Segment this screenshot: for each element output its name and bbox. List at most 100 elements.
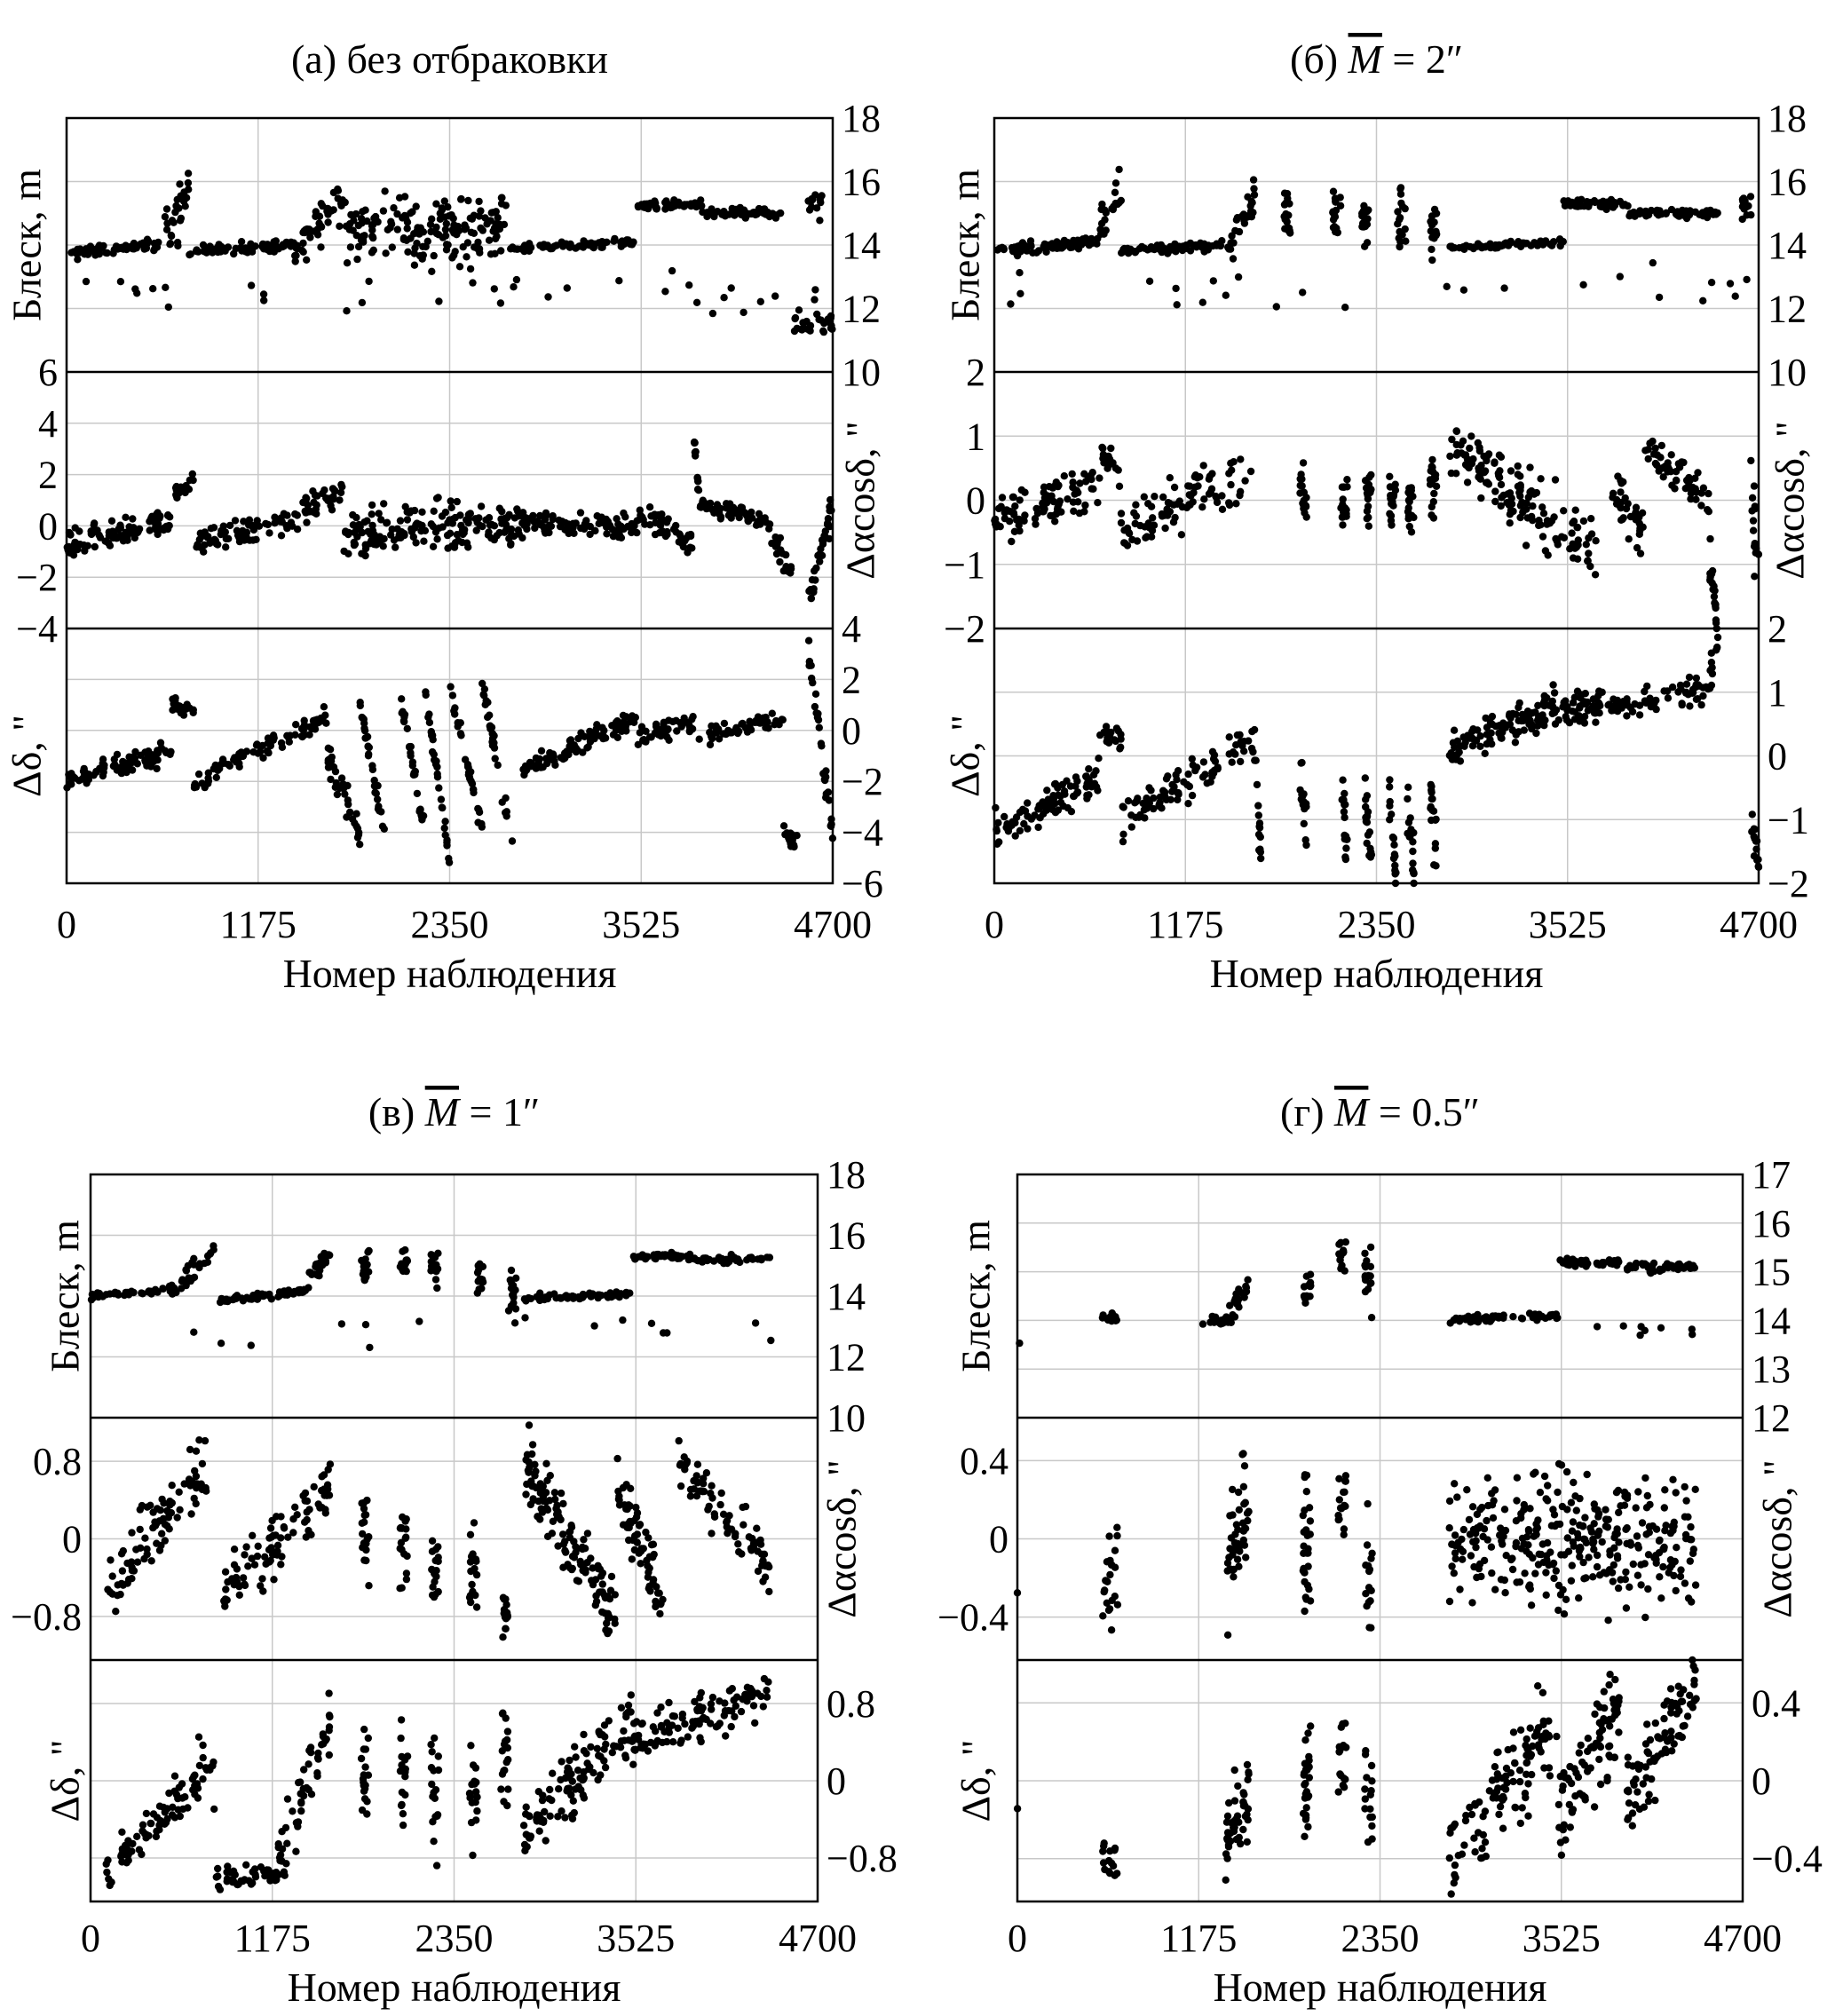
data-point — [428, 1537, 437, 1546]
data-point — [392, 543, 399, 551]
data-point — [440, 824, 448, 833]
data-point — [1657, 441, 1666, 450]
data-point — [1169, 518, 1178, 526]
y-tick-label: 2 — [38, 454, 58, 497]
data-point — [1340, 808, 1349, 816]
data-point — [500, 1595, 509, 1603]
data-point — [1540, 701, 1548, 710]
data-point — [336, 496, 344, 504]
data-point — [292, 721, 300, 729]
data-point — [736, 1258, 744, 1267]
data-point — [486, 217, 494, 225]
data-point — [368, 501, 376, 510]
data-point — [521, 767, 529, 775]
data-point — [198, 1459, 207, 1468]
data-point — [259, 1587, 267, 1595]
data-point — [325, 1712, 334, 1720]
data-point — [1143, 804, 1151, 812]
data-point — [149, 1523, 157, 1532]
data-point — [334, 185, 342, 194]
data-point — [558, 1758, 566, 1766]
data-point — [368, 762, 376, 770]
data-point — [207, 1249, 215, 1257]
data-point — [1177, 531, 1186, 539]
data-point — [146, 1819, 154, 1828]
data-point — [1244, 213, 1252, 221]
data-point — [172, 202, 180, 210]
data-point — [644, 1561, 652, 1570]
data-point — [1054, 503, 1062, 511]
data-point — [190, 1273, 199, 1282]
data-point — [1056, 497, 1064, 505]
data-point — [1668, 683, 1677, 692]
y-tick-label: 4 — [38, 402, 58, 446]
data-point — [1500, 284, 1508, 292]
data-point — [155, 1546, 164, 1554]
data-point — [472, 1557, 480, 1566]
data-point — [143, 240, 151, 248]
data-point — [1592, 705, 1601, 713]
data-point — [568, 1553, 577, 1561]
data-point — [1167, 246, 1175, 254]
data-point — [130, 524, 138, 532]
data-point — [1225, 501, 1234, 510]
data-point — [557, 1489, 566, 1498]
data-point — [1406, 832, 1414, 840]
data-point — [112, 1608, 120, 1616]
data-point — [1401, 204, 1409, 213]
data-point — [1514, 470, 1523, 478]
data-point — [368, 222, 376, 230]
data-point — [284, 240, 292, 248]
data-point — [565, 750, 573, 759]
data-point — [685, 281, 693, 289]
data-point — [497, 1785, 505, 1793]
data-point — [1168, 787, 1176, 795]
data-point — [546, 1812, 554, 1820]
y-tick-label: 10 — [827, 1396, 866, 1440]
data-point — [128, 1575, 136, 1583]
data-point — [1592, 537, 1600, 545]
data-point — [1173, 301, 1181, 309]
data-point — [753, 1524, 761, 1532]
data-point — [1199, 462, 1207, 470]
data-point — [479, 1278, 487, 1286]
data-point — [212, 540, 221, 548]
data-point — [166, 750, 174, 758]
data-point — [270, 1576, 278, 1584]
data-point — [259, 290, 268, 298]
data-point — [127, 1558, 136, 1566]
data-point — [247, 1341, 255, 1349]
data-point — [1706, 575, 1714, 584]
data-point — [1512, 731, 1521, 739]
data-point — [426, 220, 435, 229]
data-point — [1686, 207, 1694, 215]
data-point — [153, 764, 161, 773]
data-point — [512, 245, 521, 253]
data-point — [1538, 503, 1546, 511]
data-point — [576, 1557, 584, 1566]
data-point — [1404, 783, 1412, 791]
data-point — [201, 783, 209, 792]
data-point — [512, 1274, 520, 1283]
data-point — [160, 1499, 168, 1507]
data-point — [1008, 537, 1016, 546]
data-point — [597, 1771, 605, 1779]
data-point — [1068, 243, 1076, 251]
data-point — [1409, 859, 1417, 867]
data-point — [368, 249, 376, 257]
data-point — [99, 755, 107, 763]
data-point — [1635, 530, 1644, 538]
data-point — [1506, 489, 1515, 497]
data-point — [408, 762, 416, 770]
data-point — [109, 534, 117, 542]
data-point — [432, 1572, 440, 1581]
data-point — [1097, 219, 1106, 228]
data-point — [370, 776, 378, 785]
data-point — [451, 248, 459, 256]
data-point — [399, 1821, 407, 1830]
data-point — [442, 241, 451, 249]
data-point — [390, 204, 398, 212]
data-points — [104, 1421, 773, 1641]
data-point — [363, 1535, 371, 1544]
data-point — [407, 527, 416, 536]
